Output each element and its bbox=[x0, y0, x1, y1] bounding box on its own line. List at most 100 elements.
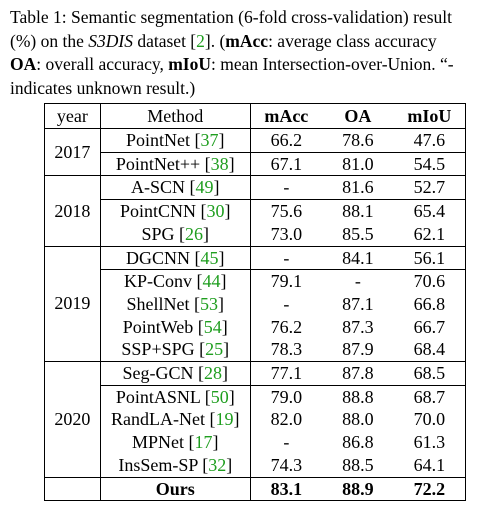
table-row: 2019 DGCNN [45] -84.1 56.1 bbox=[44, 245, 466, 363]
miou-cell: 56.1 bbox=[393, 245, 466, 271]
citation-link[interactable]: 37 bbox=[200, 130, 219, 150]
method-name: RandLA-Net bbox=[111, 409, 205, 430]
cite-open: [ bbox=[192, 271, 203, 292]
cite-close: ] bbox=[218, 130, 225, 150]
dataset-name: S3DIS bbox=[88, 30, 133, 51]
caption-text: (%) on the bbox=[10, 30, 89, 51]
cite-close: ] bbox=[228, 386, 235, 407]
miou-cell: 70.6 bbox=[393, 269, 466, 293]
macc-cell: 77.1 bbox=[250, 361, 322, 386]
method-cell: Ours bbox=[99, 476, 251, 502]
table-caption: Table 1: Semantic segmentation (6-fold c… bbox=[10, 6, 492, 100]
header-row: year Method mAcc OA mIoU bbox=[44, 103, 466, 129]
oa-cell: 85.5 bbox=[342, 223, 374, 244]
method-cell: InsSem-SP [32] bbox=[99, 453, 251, 478]
oa-cell: 84.1 bbox=[321, 245, 394, 271]
cite-open: [ bbox=[194, 339, 206, 360]
cite-close: ] bbox=[226, 454, 233, 475]
cite-open: [ bbox=[190, 247, 201, 268]
method-name: A-SCN bbox=[131, 177, 186, 198]
citation-link[interactable]: 50 bbox=[210, 386, 229, 407]
year-cell: 2019 bbox=[44, 245, 101, 363]
citation-link[interactable]: 17 bbox=[194, 432, 213, 453]
method-name: PointNet++ bbox=[115, 153, 201, 174]
citation-link[interactable]: 49 bbox=[195, 177, 214, 198]
cite-close: ] bbox=[218, 293, 225, 314]
table-row: RandLA-Net [19] 82.0 88.0 70.0 bbox=[45, 408, 466, 432]
caption-text: : mean Intersection-over-Union. “- bbox=[211, 54, 454, 74]
cite-open: [ bbox=[174, 223, 186, 244]
oa-cell: 88.5 bbox=[342, 454, 374, 475]
citation-link[interactable]: 54 bbox=[203, 316, 222, 337]
method-cell: SSP+SPG [25] bbox=[99, 338, 251, 362]
miou-cell: 47.6 bbox=[393, 128, 466, 153]
miou-cell: 68.7 bbox=[393, 385, 466, 409]
ours-row: Ours 83.1 88.9 72.2 bbox=[44, 476, 466, 502]
miou-cell: 66.7 bbox=[393, 315, 466, 339]
oa-cell: 81.6 bbox=[321, 175, 394, 201]
citation-link[interactable]: 25 bbox=[205, 339, 224, 360]
cite-close: ] bbox=[220, 271, 227, 292]
oa-cell: 88.9 bbox=[321, 476, 394, 502]
method-name: SPG bbox=[141, 223, 175, 244]
miou-cell: 54.5 bbox=[393, 152, 466, 176]
citation-link[interactable]: 19 bbox=[215, 409, 234, 430]
citation-link[interactable]: 2 bbox=[196, 30, 205, 51]
oa-cell: - bbox=[354, 271, 361, 292]
term-oa: OA bbox=[10, 54, 37, 74]
table-row: PointNet++ [38] 67.1 81.0 54.5 bbox=[45, 152, 466, 176]
citation-link[interactable]: 28 bbox=[204, 363, 223, 384]
cite-close: ] bbox=[228, 153, 235, 174]
method-name: InsSem-SP bbox=[118, 454, 198, 475]
year-cell: 2020 bbox=[44, 361, 101, 478]
citation-link[interactable]: 45 bbox=[200, 247, 219, 268]
method-name: Seg-GCN bbox=[122, 363, 194, 384]
method-cell: PointNet++ [38] bbox=[99, 152, 251, 176]
table-row: KP-Conv [44] 79.1 - 70.6 bbox=[45, 269, 466, 293]
table-body: 2017 PointNet [37] 66.2 78.6 47.6 PointNet++ … bbox=[44, 127, 466, 502]
citation-link[interactable]: 26 bbox=[185, 223, 204, 244]
cite-open: [ bbox=[193, 363, 205, 384]
method-name: SSP+SPG bbox=[121, 339, 195, 360]
oa-cell: 86.8 bbox=[342, 432, 374, 453]
method-name: PointNet bbox=[126, 130, 191, 150]
citation-link[interactable]: 32 bbox=[208, 454, 227, 475]
table-row: PointCNN [30] 75.6 88.1 65.4 bbox=[45, 199, 466, 223]
cite-open: [ bbox=[190, 130, 201, 150]
citation-link[interactable]: 38 bbox=[210, 153, 229, 174]
citation-link[interactable]: 53 bbox=[200, 293, 219, 314]
header-year: year bbox=[44, 103, 101, 129]
method-cell: PointASNL [50] bbox=[99, 385, 251, 409]
oa-cell: 88.1 bbox=[342, 201, 374, 222]
macc-cell: 74.3 bbox=[270, 454, 303, 475]
method-cell: PointNet [37] bbox=[99, 128, 251, 153]
table-row: SSP+SPG [25] 78.3 87.9 68.4 bbox=[45, 338, 466, 362]
macc-cell: 75.6 bbox=[270, 201, 303, 222]
macc-cell: 79.1 bbox=[270, 271, 303, 292]
cite-open: [ bbox=[205, 409, 216, 430]
citation-link[interactable]: 30 bbox=[206, 201, 225, 222]
oa-cell: 88.0 bbox=[342, 409, 374, 430]
cite-open: [ bbox=[189, 293, 201, 314]
macc-cell: 76.2 bbox=[270, 316, 303, 337]
oa-cell: 81.0 bbox=[342, 153, 374, 174]
cite-open: [ bbox=[200, 386, 211, 407]
oa-cell: 87.9 bbox=[342, 339, 374, 360]
cite-open: [ bbox=[196, 201, 207, 222]
table-row: 2018 A-SCN [49] -81.6 52.7 bbox=[44, 175, 466, 247]
method-cell: RandLA-Net [19] bbox=[99, 408, 251, 432]
miou-cell: 64.1 bbox=[393, 453, 466, 478]
table-row: 2020 Seg-GCN [28] 77.1 87.8 68.5 bbox=[44, 361, 466, 478]
method-cell: PointWeb [54] bbox=[99, 315, 251, 339]
miou-cell: 62.1 bbox=[393, 222, 466, 247]
miou-cell: 68.5 bbox=[393, 361, 466, 386]
miou-cell: 66.8 bbox=[393, 292, 466, 316]
method-cell: A-SCN [49] bbox=[99, 175, 251, 201]
citation-link[interactable]: 44 bbox=[202, 271, 221, 292]
method-name: PointWeb bbox=[122, 316, 194, 337]
macc-cell: - bbox=[250, 175, 322, 201]
cite-close: ] bbox=[223, 339, 230, 360]
method-cell: Seg-GCN [28] bbox=[99, 361, 251, 386]
cite-open: [ bbox=[197, 454, 209, 475]
caption-line-4: indicates unknown result.) bbox=[10, 77, 492, 101]
